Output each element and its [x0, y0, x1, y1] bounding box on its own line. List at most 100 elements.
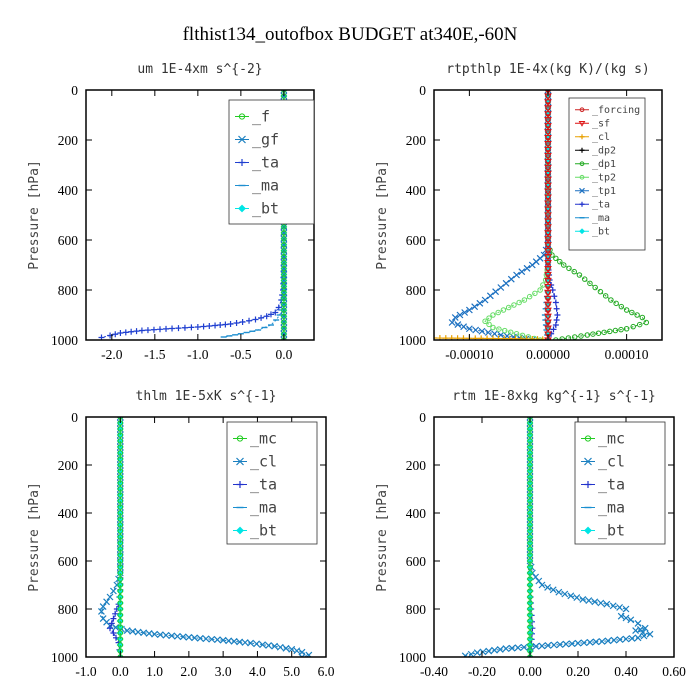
y-axis-label: Pressure [hPa] — [375, 160, 390, 270]
data-point — [117, 528, 124, 534]
data-point — [486, 321, 492, 328]
data-point — [527, 570, 533, 576]
data-point — [497, 284, 505, 291]
data-point — [117, 462, 124, 468]
data-point — [532, 642, 540, 650]
series-mc — [117, 417, 124, 657]
chart-panel-4: rtm 1E-8xkg kg^{-1} s^{-1} Pressure [hPa]… — [375, 389, 686, 679]
data-point — [241, 639, 249, 646]
legend-marker — [584, 526, 592, 535]
data-point — [529, 336, 536, 340]
data-point — [555, 588, 563, 596]
data-point — [117, 642, 124, 648]
data-point — [117, 612, 124, 618]
data-point — [253, 640, 260, 648]
data-point — [133, 328, 140, 335]
y-tick-label: 0 — [419, 410, 426, 425]
legend-marker — [579, 107, 585, 113]
data-point — [214, 636, 221, 644]
data-point — [117, 474, 124, 480]
figure-title: flthist134_outofbox BUDGET at340E,-60N — [183, 24, 518, 45]
data-point — [544, 331, 552, 339]
data-point — [527, 498, 533, 504]
data-point — [236, 638, 244, 646]
data-point — [482, 318, 488, 324]
chart-panel-2: rtpthlp 1E-4x(kg K)/(kg s) Pressure [hPa]… — [375, 62, 663, 362]
data-point — [280, 312, 288, 320]
data-point — [527, 492, 533, 498]
y-tick-label: 1000 — [51, 650, 78, 665]
series-tp2 — [482, 90, 551, 340]
data-point — [117, 516, 124, 522]
data-point — [496, 326, 502, 332]
data-point — [117, 576, 124, 582]
data-point — [461, 309, 469, 316]
legend-marker — [584, 435, 592, 442]
data-point — [544, 224, 552, 231]
legend-entry: _gf — [252, 130, 279, 148]
data-point — [117, 504, 124, 510]
legend-entry: _ta — [598, 475, 625, 493]
data-point — [492, 288, 500, 296]
data-point — [544, 135, 552, 142]
chart-panels: um 1E-4xm s^{-2} Pressure [hPa] 0 200 400 600… — [27, 62, 686, 679]
legend-entry: _ma — [250, 498, 277, 516]
legend-entry: _bt — [598, 521, 625, 539]
y-tick-label: 800 — [406, 283, 427, 298]
data-point — [553, 255, 559, 262]
data-point — [112, 610, 119, 617]
data-point — [527, 468, 533, 474]
data-point — [442, 335, 449, 340]
data-point — [527, 456, 533, 462]
data-point — [505, 304, 512, 311]
y-axis-label: Pressure [hPa] — [375, 482, 390, 592]
data-point — [117, 444, 124, 450]
y-tick-label: 1000 — [51, 333, 78, 348]
x-tick-label: -0.40 — [420, 664, 448, 679]
data-point — [630, 323, 636, 330]
data-point — [448, 335, 455, 340]
data-point — [627, 616, 635, 624]
data-point — [566, 265, 572, 272]
data-point — [281, 271, 287, 278]
data-point — [544, 283, 552, 291]
data-point — [602, 293, 609, 299]
legend-entry: _ma — [598, 498, 625, 516]
data-point — [117, 558, 124, 564]
legend-entry: _tp1 — [592, 186, 616, 197]
data-point — [117, 582, 124, 588]
data-point — [527, 642, 533, 648]
data-point — [98, 607, 105, 615]
data-point — [281, 313, 287, 319]
legend-entry: _f — [252, 107, 270, 125]
data-point — [484, 329, 492, 336]
data-point — [465, 325, 473, 333]
data-point — [526, 417, 534, 421]
data-point — [117, 594, 124, 600]
data-point — [281, 230, 287, 236]
data-point — [516, 299, 522, 306]
data-point — [225, 637, 233, 645]
data-point — [544, 212, 552, 219]
data-point — [622, 605, 630, 613]
data-point — [550, 641, 558, 649]
x-tick-label: -1.5 — [144, 347, 166, 362]
data-point — [527, 612, 533, 618]
data-point — [185, 633, 193, 641]
data-point — [618, 303, 625, 310]
data-point — [592, 638, 600, 646]
data-point — [634, 619, 642, 627]
data-point — [117, 438, 124, 444]
data-point — [527, 462, 533, 468]
y-axis-label: Pressure [hPa] — [27, 482, 42, 592]
series-line — [100, 417, 311, 657]
data-point — [544, 295, 552, 303]
x-tick-label: 5.0 — [283, 664, 300, 679]
legend: _forcing _sf _cl _dp2 _dp1 _tp2 _tp1 _ta _ma _bt — [568, 97, 646, 251]
data-point — [527, 474, 533, 480]
data-point — [527, 558, 533, 564]
x-tick-label: 0.40 — [614, 664, 638, 679]
data-point — [514, 644, 522, 652]
data-point — [448, 319, 456, 326]
data-point — [502, 279, 510, 287]
